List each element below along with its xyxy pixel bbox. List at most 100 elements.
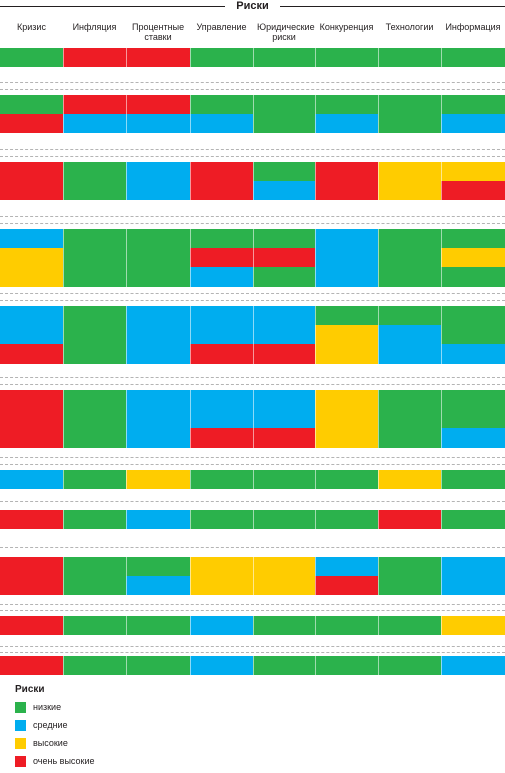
risk-cell: [0, 48, 63, 68]
group-separator: [0, 384, 505, 385]
column-divider: [441, 390, 442, 448]
column-divider: [126, 229, 127, 287]
legend-label-high: высокие: [33, 737, 68, 748]
risk-cell: [190, 95, 253, 115]
risk-cell: [253, 470, 315, 490]
legend-item-high: высокие: [15, 737, 95, 749]
risk-cell: [63, 114, 126, 134]
risk-cell: [190, 557, 253, 577]
risk-cell: [315, 306, 378, 326]
risk-cell: [378, 470, 441, 490]
risk-cell: [253, 409, 315, 429]
risk-cell: [63, 306, 126, 326]
risk-cell: [441, 114, 505, 134]
risk-cell: [126, 325, 190, 345]
column-divider: [441, 162, 442, 201]
risk-cell: [63, 510, 126, 530]
group-separator: [0, 293, 505, 294]
column-divider: [253, 306, 254, 364]
risk-cell: [378, 428, 441, 448]
risk-cell: [126, 576, 190, 596]
risk-cell: [0, 428, 63, 448]
column-divider: [315, 510, 316, 530]
column-divider: [378, 390, 379, 448]
column-divider: [63, 656, 64, 676]
group-separator: [0, 646, 505, 647]
group-separator: [0, 300, 505, 301]
column-divider: [63, 95, 64, 134]
risk-cell: [63, 428, 126, 448]
risk-cell: [126, 48, 190, 68]
column-divider: [253, 656, 254, 676]
group-separator: [0, 610, 505, 611]
column-divider: [315, 48, 316, 68]
group-separator: [0, 547, 505, 548]
risk-cell: [315, 409, 378, 429]
risk-cell: [126, 181, 190, 201]
column-divider: [190, 510, 191, 530]
risk-cell: [378, 95, 441, 115]
column-divider: [378, 48, 379, 68]
risk-cell: [0, 248, 63, 268]
risk-cell: [441, 557, 505, 577]
risk-cell: [253, 510, 315, 530]
column-divider: [378, 306, 379, 364]
risk-cell: [315, 48, 378, 68]
legend: Риски низкие средние высокие очень высок…: [15, 684, 95, 773]
column-divider: [378, 162, 379, 201]
risk-cell: [126, 95, 190, 115]
risk-cell: [63, 656, 126, 676]
risk-cell: [0, 470, 63, 490]
risk-cell: [441, 248, 505, 268]
col-header-competition: Конкуренция: [319, 22, 374, 32]
column-divider: [126, 162, 127, 201]
risk-cell: [0, 510, 63, 530]
column-divider: [126, 390, 127, 448]
risk-cell: [253, 325, 315, 345]
risk-cell: [190, 248, 253, 268]
column-divider: [253, 229, 254, 287]
column-divider: [126, 557, 127, 596]
column-divider: [190, 48, 191, 68]
risk-cell: [126, 344, 190, 364]
group-separator: [0, 89, 505, 90]
column-divider: [63, 306, 64, 364]
risk-cell: [315, 470, 378, 490]
legend-swatch-very-high: [15, 755, 26, 767]
risk-cell: [63, 557, 126, 577]
risk-cell: [441, 325, 505, 345]
column-divider: [63, 557, 64, 596]
risk-cell: [0, 409, 63, 429]
risk-cell: [190, 306, 253, 326]
risk-cell: [190, 181, 253, 201]
risk-cell: [378, 409, 441, 429]
risk-cell: [378, 557, 441, 577]
risk-cell: [63, 390, 126, 410]
risk-cell: [315, 390, 378, 410]
column-divider: [253, 510, 254, 530]
column-divider: [315, 557, 316, 596]
risk-cell: [441, 616, 505, 636]
title-rule-left: [0, 6, 225, 7]
risk-cell: [63, 248, 126, 268]
group-separator: [0, 223, 505, 224]
risk-cell: [378, 306, 441, 326]
risk-cell: [126, 248, 190, 268]
risk-cell: [441, 470, 505, 490]
risk-cell: [378, 48, 441, 68]
group-separator: [0, 82, 505, 83]
risk-cell: [126, 162, 190, 182]
column-divider: [190, 162, 191, 201]
risk-cell: [190, 576, 253, 596]
group-separator: [0, 464, 505, 465]
risk-cell: [0, 181, 63, 201]
col-header-crisis: Кризис: [17, 22, 46, 32]
risk-cell: [253, 248, 315, 268]
risk-cell: [253, 306, 315, 326]
column-divider: [378, 656, 379, 676]
risk-cell: [315, 616, 378, 636]
risk-cell: [315, 162, 378, 182]
risk-cell: [0, 114, 63, 134]
column-divider: [63, 390, 64, 448]
group-separator: [0, 377, 505, 378]
